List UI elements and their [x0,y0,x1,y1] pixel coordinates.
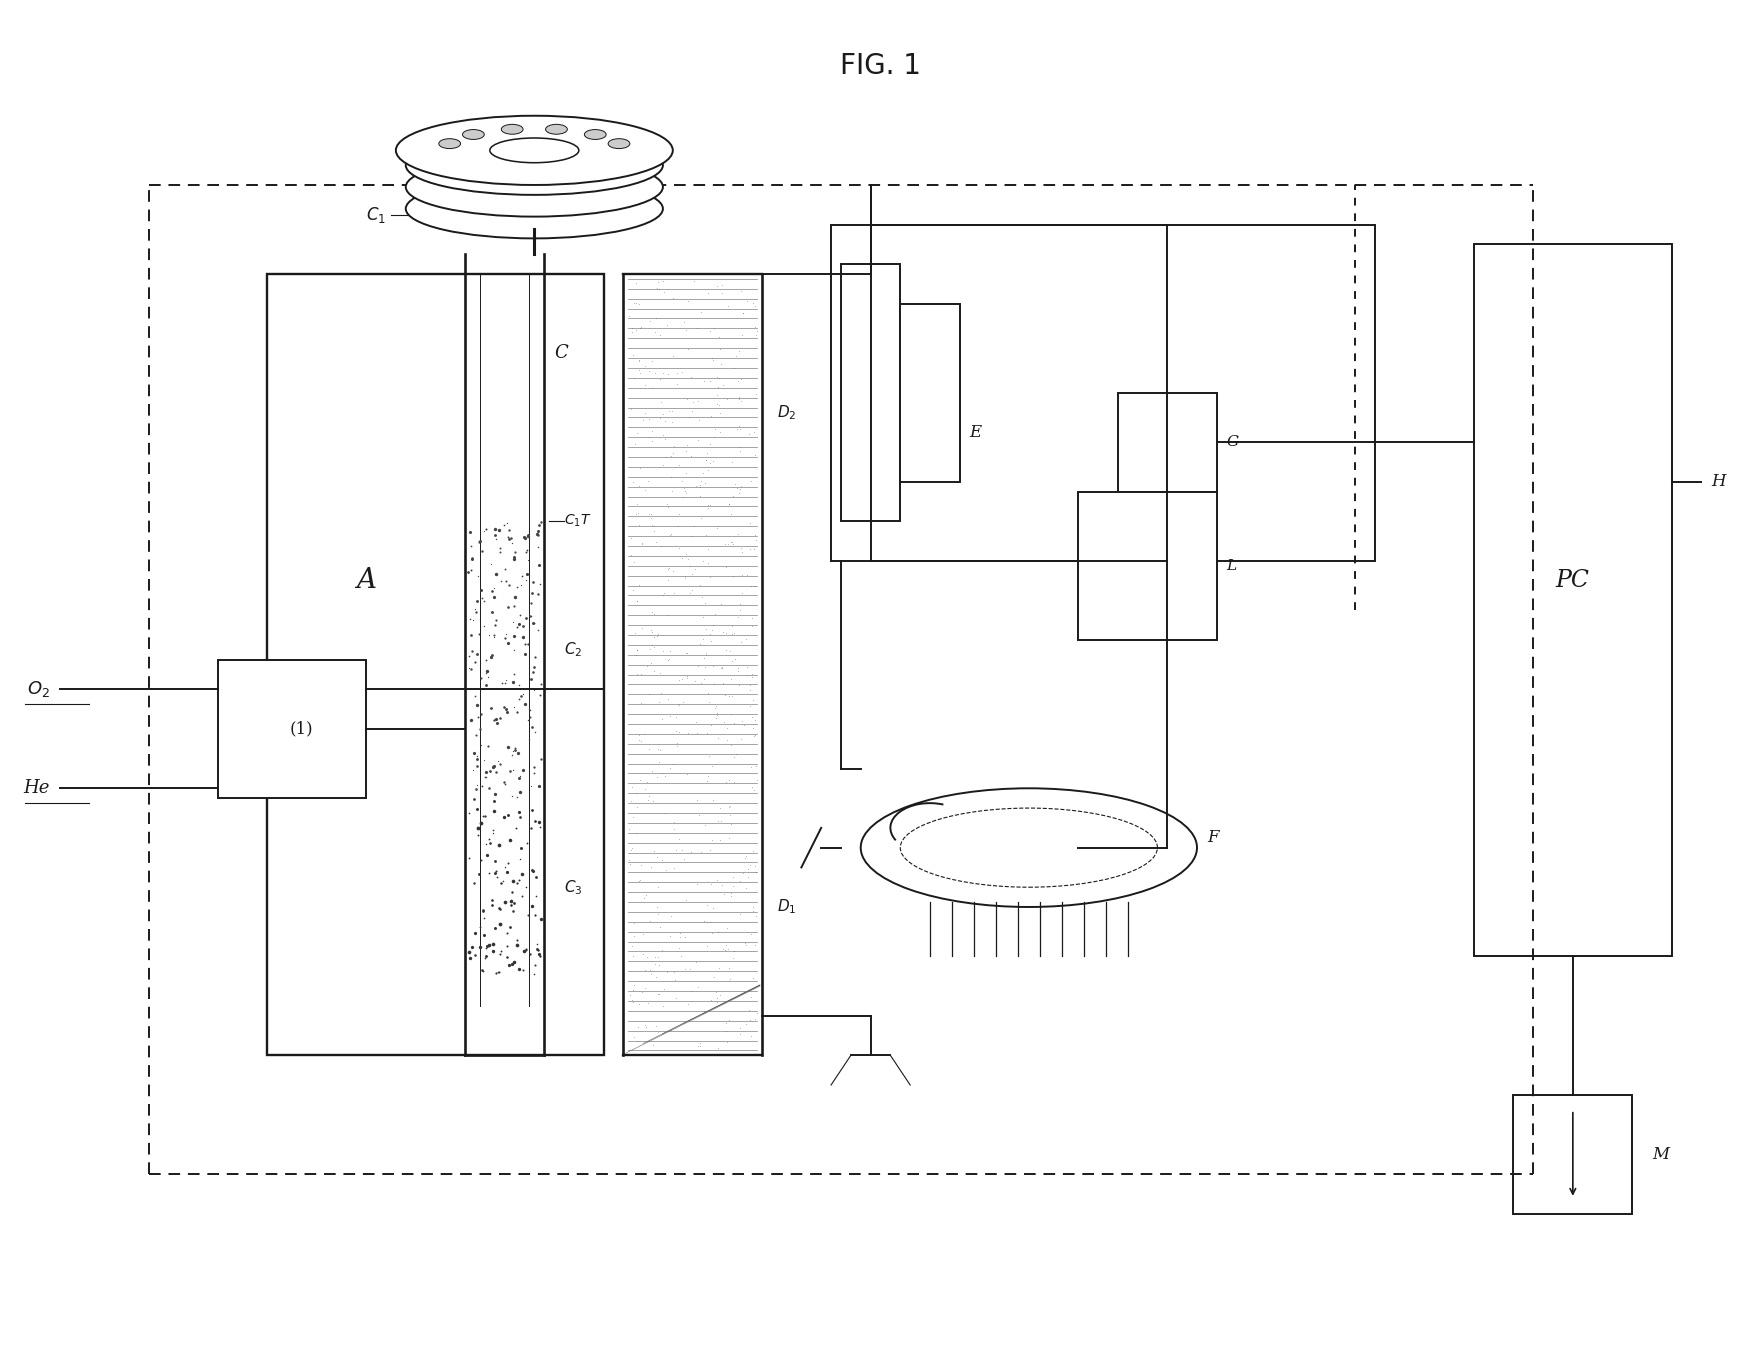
Text: G: G [1227,435,1238,448]
Bar [1513,1095,1632,1214]
Ellipse shape [546,124,567,135]
Ellipse shape [405,158,662,216]
Text: H: H [1712,473,1726,491]
Text: $C_1$: $C_1$ [366,205,386,224]
Text: (1): (1) [291,720,313,738]
Ellipse shape [502,124,523,135]
Bar [831,224,1375,561]
Ellipse shape [405,136,662,194]
Text: He: He [23,779,49,798]
Text: FIG. 1: FIG. 1 [840,52,921,80]
Text: C: C [555,344,567,361]
Text: M: M [1652,1146,1669,1163]
Bar [1078,492,1217,640]
Bar [218,659,366,798]
Bar [900,303,960,481]
Text: F: F [1206,829,1219,847]
Text: E: E [970,424,981,440]
Text: $D_1$: $D_1$ [777,898,796,916]
Text: $D_2$: $D_2$ [777,404,796,421]
Ellipse shape [405,179,662,238]
Ellipse shape [438,139,461,148]
Ellipse shape [608,139,630,148]
Bar [1474,245,1671,957]
Bar [268,275,604,1056]
Text: $C_1T$: $C_1T$ [564,514,592,530]
Bar [1118,393,1217,492]
Text: A: A [356,567,377,594]
Bar [842,264,900,522]
Ellipse shape [463,129,484,140]
Text: B: B [623,126,636,144]
Text: PC: PC [1555,569,1590,593]
Ellipse shape [490,139,579,163]
Text: $C_3$: $C_3$ [564,878,583,897]
Ellipse shape [396,116,673,185]
Ellipse shape [861,788,1197,906]
Ellipse shape [585,129,606,140]
Text: $O_2$: $O_2$ [26,680,49,700]
Text: $C_2$: $C_2$ [564,640,583,659]
Text: L: L [1227,559,1236,572]
Ellipse shape [900,809,1157,887]
